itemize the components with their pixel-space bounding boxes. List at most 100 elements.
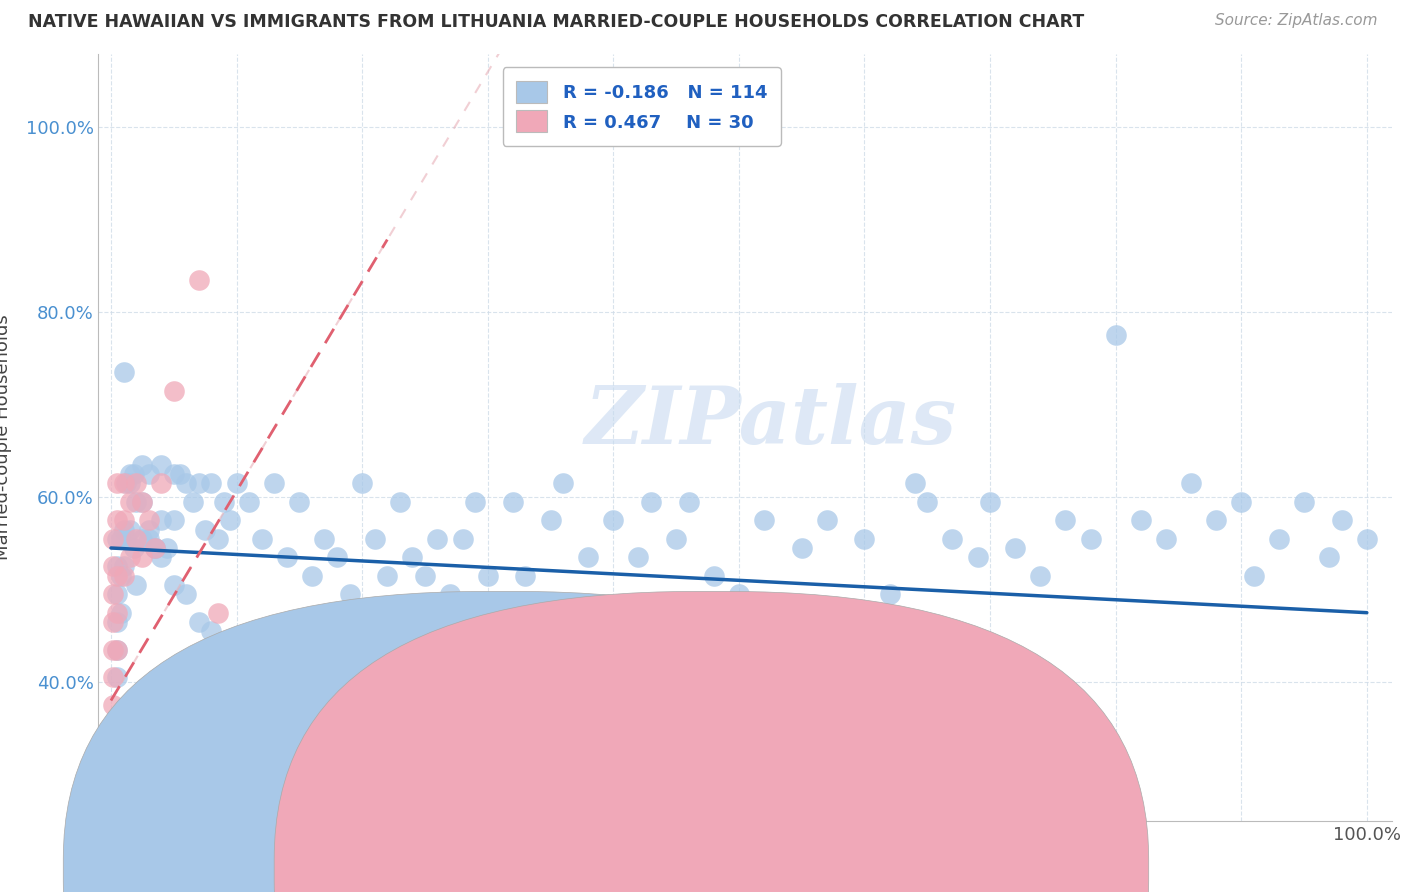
Point bbox=[112, 365, 135, 379]
Point bbox=[131, 550, 153, 565]
Point bbox=[143, 541, 166, 555]
Point bbox=[841, 606, 863, 620]
Point bbox=[105, 476, 128, 491]
Point bbox=[288, 495, 311, 509]
Point bbox=[143, 541, 166, 555]
Point bbox=[225, 476, 247, 491]
Point bbox=[941, 532, 963, 546]
Point bbox=[105, 606, 128, 620]
Point bbox=[207, 532, 229, 546]
Point bbox=[105, 587, 128, 601]
Point bbox=[103, 642, 125, 657]
Point bbox=[105, 642, 128, 657]
Point bbox=[238, 495, 260, 509]
Point bbox=[103, 781, 125, 796]
Point bbox=[979, 495, 1001, 509]
Point bbox=[1180, 476, 1202, 491]
Point bbox=[263, 476, 285, 491]
Point bbox=[1355, 532, 1378, 546]
Point bbox=[426, 532, 449, 546]
Text: Source: ZipAtlas.com: Source: ZipAtlas.com bbox=[1215, 13, 1378, 29]
Point bbox=[156, 541, 179, 555]
Point bbox=[143, 541, 166, 555]
Point bbox=[118, 550, 141, 565]
Point bbox=[1104, 328, 1126, 343]
Point bbox=[301, 568, 323, 582]
Point bbox=[326, 550, 349, 565]
Point bbox=[103, 726, 125, 740]
Point bbox=[150, 513, 173, 527]
Point bbox=[103, 559, 125, 574]
Point bbox=[125, 532, 148, 546]
Point bbox=[103, 587, 125, 601]
Point bbox=[118, 495, 141, 509]
Point bbox=[212, 735, 235, 749]
Point bbox=[917, 495, 939, 509]
Point bbox=[212, 495, 235, 509]
Point bbox=[1268, 532, 1291, 546]
Point bbox=[1243, 568, 1265, 582]
Point bbox=[110, 568, 132, 582]
Point bbox=[169, 467, 191, 481]
Point bbox=[194, 523, 217, 537]
Point bbox=[131, 458, 153, 472]
Point bbox=[103, 670, 125, 684]
Y-axis label: Married-couple Households: Married-couple Households bbox=[0, 314, 11, 560]
Point bbox=[105, 670, 128, 684]
Point bbox=[904, 476, 927, 491]
Point bbox=[187, 476, 209, 491]
Point bbox=[640, 495, 662, 509]
Point bbox=[352, 476, 374, 491]
Text: Native Hawaiians: Native Hawaiians bbox=[523, 862, 673, 880]
Point bbox=[131, 532, 153, 546]
Point bbox=[122, 467, 145, 481]
Point bbox=[250, 532, 273, 546]
Point bbox=[105, 615, 128, 629]
Point bbox=[540, 513, 562, 527]
Point bbox=[115, 476, 138, 491]
Point bbox=[551, 476, 574, 491]
Point bbox=[112, 568, 135, 582]
Point bbox=[1054, 513, 1077, 527]
Point bbox=[176, 587, 198, 601]
Point bbox=[1205, 513, 1227, 527]
Point bbox=[103, 615, 125, 629]
Point bbox=[103, 754, 125, 768]
Point bbox=[1317, 550, 1340, 565]
Point bbox=[602, 513, 624, 527]
Text: ZIPatlas: ZIPatlas bbox=[585, 383, 957, 460]
Point bbox=[464, 495, 486, 509]
Point bbox=[219, 513, 242, 527]
Point bbox=[752, 513, 775, 527]
Point bbox=[103, 698, 125, 712]
Point bbox=[187, 273, 209, 287]
Point bbox=[200, 624, 222, 639]
Point bbox=[112, 513, 135, 527]
Point bbox=[150, 550, 173, 565]
Point bbox=[451, 532, 474, 546]
Point bbox=[375, 568, 398, 582]
Point bbox=[138, 513, 160, 527]
Point bbox=[401, 550, 423, 565]
Point bbox=[439, 587, 461, 601]
Point bbox=[125, 476, 148, 491]
Point bbox=[728, 587, 751, 601]
Point bbox=[1080, 532, 1102, 546]
Point bbox=[163, 578, 186, 592]
Point bbox=[118, 467, 141, 481]
Point bbox=[112, 476, 135, 491]
Point bbox=[103, 532, 125, 546]
Point bbox=[110, 532, 132, 546]
Point bbox=[627, 550, 650, 565]
Point bbox=[339, 587, 361, 601]
Point bbox=[115, 532, 138, 546]
Point bbox=[105, 559, 128, 574]
Point bbox=[200, 476, 222, 491]
Point bbox=[276, 550, 298, 565]
Point bbox=[207, 606, 229, 620]
Point bbox=[477, 568, 499, 582]
Point bbox=[112, 523, 135, 537]
Point bbox=[187, 615, 209, 629]
Point bbox=[765, 624, 787, 639]
Point bbox=[138, 532, 160, 546]
